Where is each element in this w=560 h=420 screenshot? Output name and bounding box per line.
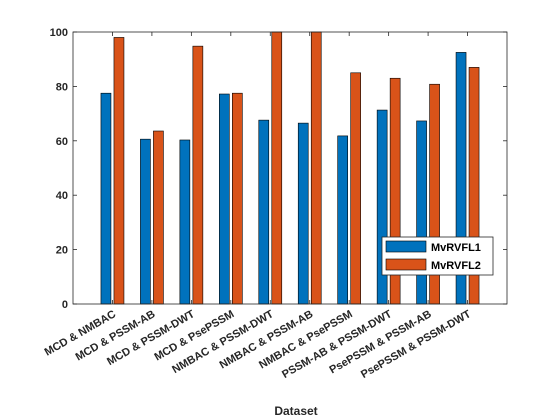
bar-2-1: [113, 37, 125, 305]
x-axis-title: Dataset: [274, 404, 317, 418]
bar-1-6: [297, 122, 309, 305]
legend-label-1: MvRVFL1: [431, 242, 481, 254]
axes-box: [72, 31, 508, 305]
bar-2-5: [271, 31, 283, 305]
legend-swatch-1: [385, 240, 427, 253]
bar-1-7: [337, 135, 348, 305]
y-tick-label: 60: [56, 136, 68, 148]
y-tick-label: 100: [50, 27, 68, 39]
y-tick-label: 40: [56, 190, 68, 202]
bar-1-9: [416, 120, 427, 305]
bar-1-5: [258, 119, 270, 305]
bar-1-2: [140, 138, 151, 305]
bar-1-1: [100, 92, 112, 305]
bar-1-4: [219, 93, 230, 305]
bar-1-3: [179, 139, 191, 305]
y-tick-label: 0: [62, 299, 68, 311]
bar-2-6: [310, 31, 322, 305]
bar-2-3: [192, 45, 204, 305]
y-tick-label: 80: [56, 81, 68, 93]
bar-2-7: [350, 72, 361, 305]
y-tick-label: 20: [56, 245, 68, 257]
legend: MvRVFL1 MvRVFL2: [381, 236, 494, 276]
legend-swatch-2: [385, 258, 427, 271]
bar-2-2: [153, 130, 164, 305]
legend-label-2: MvRVFL2: [431, 260, 481, 272]
bar-2-4: [232, 92, 243, 305]
